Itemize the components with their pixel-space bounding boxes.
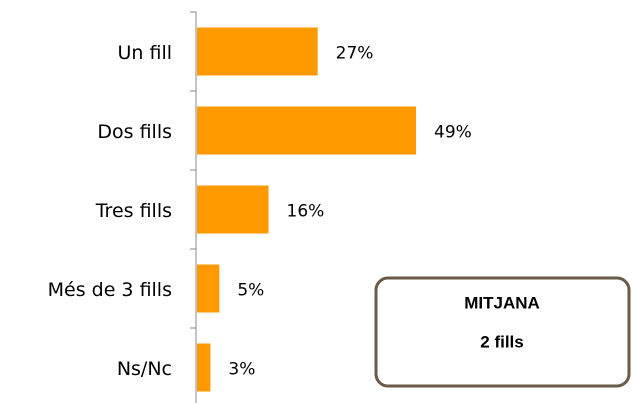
annotation-box [374, 276, 631, 388]
bar [197, 106, 416, 155]
category-label: Ns/Nc [117, 358, 172, 380]
annotation-text: 2 fills [480, 332, 523, 351]
annotation-title: MITJANA [464, 293, 540, 312]
value-label: 3% [228, 360, 255, 380]
axis-ticks [190, 11, 196, 329]
value-label: 16% [287, 202, 325, 222]
bar [197, 264, 220, 313]
category-label: Un fill [117, 42, 172, 64]
value-label: 27% [336, 44, 374, 64]
category-label: Més de 3 fills [48, 279, 172, 301]
bar [197, 343, 211, 392]
bar [197, 27, 318, 76]
value-label: 49% [434, 123, 472, 143]
bar [197, 185, 269, 234]
value-label: 5% [237, 281, 264, 301]
category-label: Tres fills [95, 200, 172, 222]
category-label: Dos fills [97, 121, 172, 143]
